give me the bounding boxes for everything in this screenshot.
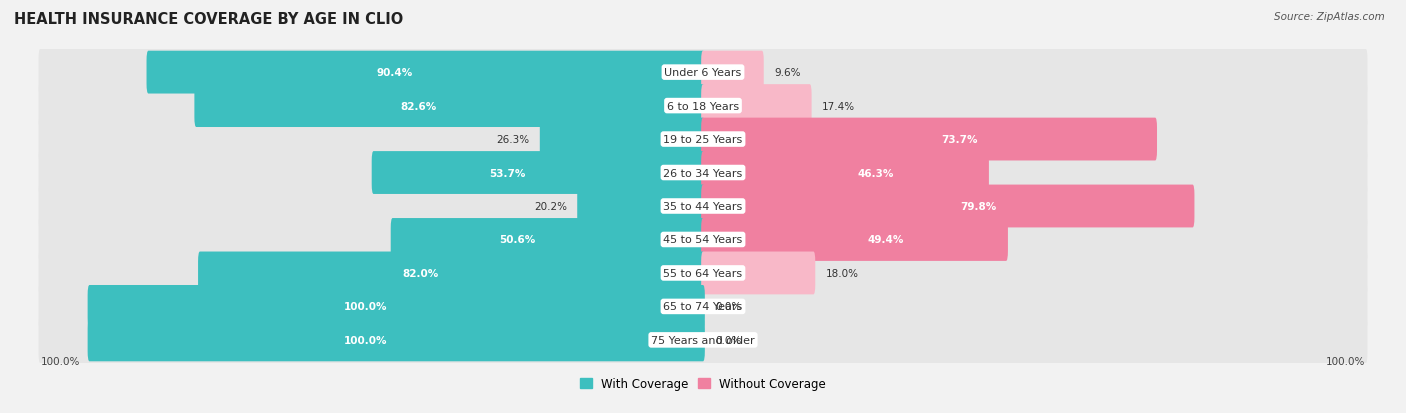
Text: 82.6%: 82.6%: [401, 101, 437, 112]
FancyBboxPatch shape: [540, 119, 704, 161]
FancyBboxPatch shape: [38, 150, 1368, 197]
Text: 19 to 25 Years: 19 to 25 Years: [664, 135, 742, 145]
Text: 50.6%: 50.6%: [499, 235, 536, 245]
FancyBboxPatch shape: [702, 119, 1157, 161]
FancyBboxPatch shape: [38, 50, 1368, 96]
Legend: With Coverage, Without Coverage: With Coverage, Without Coverage: [575, 373, 831, 395]
Text: 26 to 34 Years: 26 to 34 Years: [664, 168, 742, 178]
Text: 73.7%: 73.7%: [942, 135, 979, 145]
Text: 46.3%: 46.3%: [858, 168, 894, 178]
Text: 90.4%: 90.4%: [377, 68, 413, 78]
FancyBboxPatch shape: [38, 216, 1368, 263]
Text: 75 Years and older: 75 Years and older: [651, 335, 755, 345]
FancyBboxPatch shape: [194, 85, 704, 128]
FancyBboxPatch shape: [38, 317, 1368, 363]
Text: 20.2%: 20.2%: [534, 202, 567, 211]
FancyBboxPatch shape: [391, 218, 704, 261]
FancyBboxPatch shape: [198, 252, 704, 294]
FancyBboxPatch shape: [702, 252, 815, 294]
FancyBboxPatch shape: [38, 283, 1368, 330]
FancyBboxPatch shape: [38, 183, 1368, 230]
Text: 100.0%: 100.0%: [344, 335, 387, 345]
Text: 55 to 64 Years: 55 to 64 Years: [664, 268, 742, 278]
FancyBboxPatch shape: [371, 152, 704, 195]
FancyBboxPatch shape: [87, 319, 704, 361]
FancyBboxPatch shape: [38, 116, 1368, 163]
Text: 6 to 18 Years: 6 to 18 Years: [666, 101, 740, 112]
FancyBboxPatch shape: [702, 85, 811, 128]
Text: 0.0%: 0.0%: [716, 301, 741, 312]
Text: 79.8%: 79.8%: [960, 202, 997, 211]
FancyBboxPatch shape: [702, 152, 988, 195]
Text: 49.4%: 49.4%: [868, 235, 904, 245]
Text: 100.0%: 100.0%: [41, 356, 80, 366]
Text: 17.4%: 17.4%: [823, 101, 855, 112]
Text: Under 6 Years: Under 6 Years: [665, 68, 741, 78]
Text: 45 to 54 Years: 45 to 54 Years: [664, 235, 742, 245]
Text: 9.6%: 9.6%: [775, 68, 800, 78]
Text: 53.7%: 53.7%: [489, 168, 526, 178]
FancyBboxPatch shape: [578, 185, 704, 228]
FancyBboxPatch shape: [87, 285, 704, 328]
FancyBboxPatch shape: [702, 218, 1008, 261]
Text: HEALTH INSURANCE COVERAGE BY AGE IN CLIO: HEALTH INSURANCE COVERAGE BY AGE IN CLIO: [14, 12, 404, 27]
Text: 100.0%: 100.0%: [344, 301, 387, 312]
Text: 35 to 44 Years: 35 to 44 Years: [664, 202, 742, 211]
Text: 100.0%: 100.0%: [1326, 356, 1365, 366]
Text: 82.0%: 82.0%: [402, 268, 439, 278]
FancyBboxPatch shape: [146, 52, 704, 94]
FancyBboxPatch shape: [702, 185, 1195, 228]
FancyBboxPatch shape: [38, 83, 1368, 130]
Text: Source: ZipAtlas.com: Source: ZipAtlas.com: [1274, 12, 1385, 22]
Text: 26.3%: 26.3%: [496, 135, 530, 145]
FancyBboxPatch shape: [702, 52, 763, 94]
Text: 65 to 74 Years: 65 to 74 Years: [664, 301, 742, 312]
Text: 18.0%: 18.0%: [825, 268, 859, 278]
FancyBboxPatch shape: [38, 250, 1368, 297]
Text: 0.0%: 0.0%: [716, 335, 741, 345]
